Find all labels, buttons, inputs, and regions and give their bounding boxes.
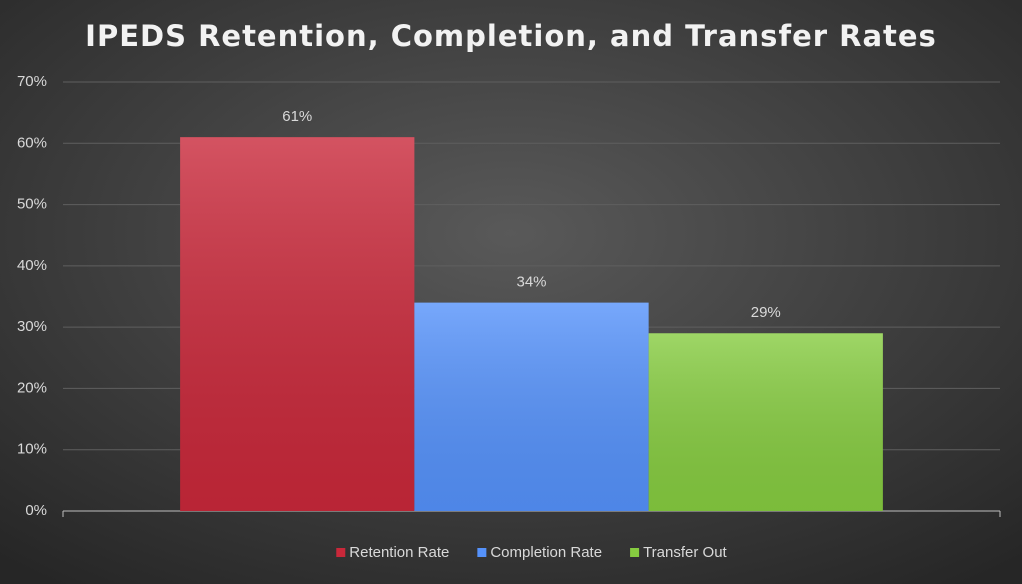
legend-swatch: [477, 548, 487, 557]
y-tick-label: 20%: [17, 379, 47, 396]
bar-sheen: [648, 333, 883, 511]
data-label: 61%: [282, 108, 312, 125]
bar-sheen: [180, 137, 415, 511]
y-tick-label: 0%: [25, 502, 47, 519]
legend-label: Completion Rate: [490, 544, 602, 561]
legend-label: Retention Rate: [349, 544, 449, 561]
legend-swatch: [336, 548, 346, 557]
chart-title: IPEDS Retention, Completion, and Transfe…: [85, 19, 937, 53]
data-label: 29%: [751, 304, 781, 321]
y-tick-label: 70%: [17, 73, 47, 90]
y-tick-label: 40%: [17, 257, 47, 274]
bar-sheen: [414, 302, 649, 511]
y-tick-label: 50%: [17, 196, 47, 213]
y-tick-label: 10%: [17, 441, 47, 458]
legend-label: Transfer Out: [643, 544, 727, 561]
data-label: 34%: [516, 274, 546, 291]
legend-swatch: [630, 548, 640, 557]
y-tick-label: 60%: [17, 134, 47, 151]
y-tick-label: 30%: [17, 318, 47, 335]
